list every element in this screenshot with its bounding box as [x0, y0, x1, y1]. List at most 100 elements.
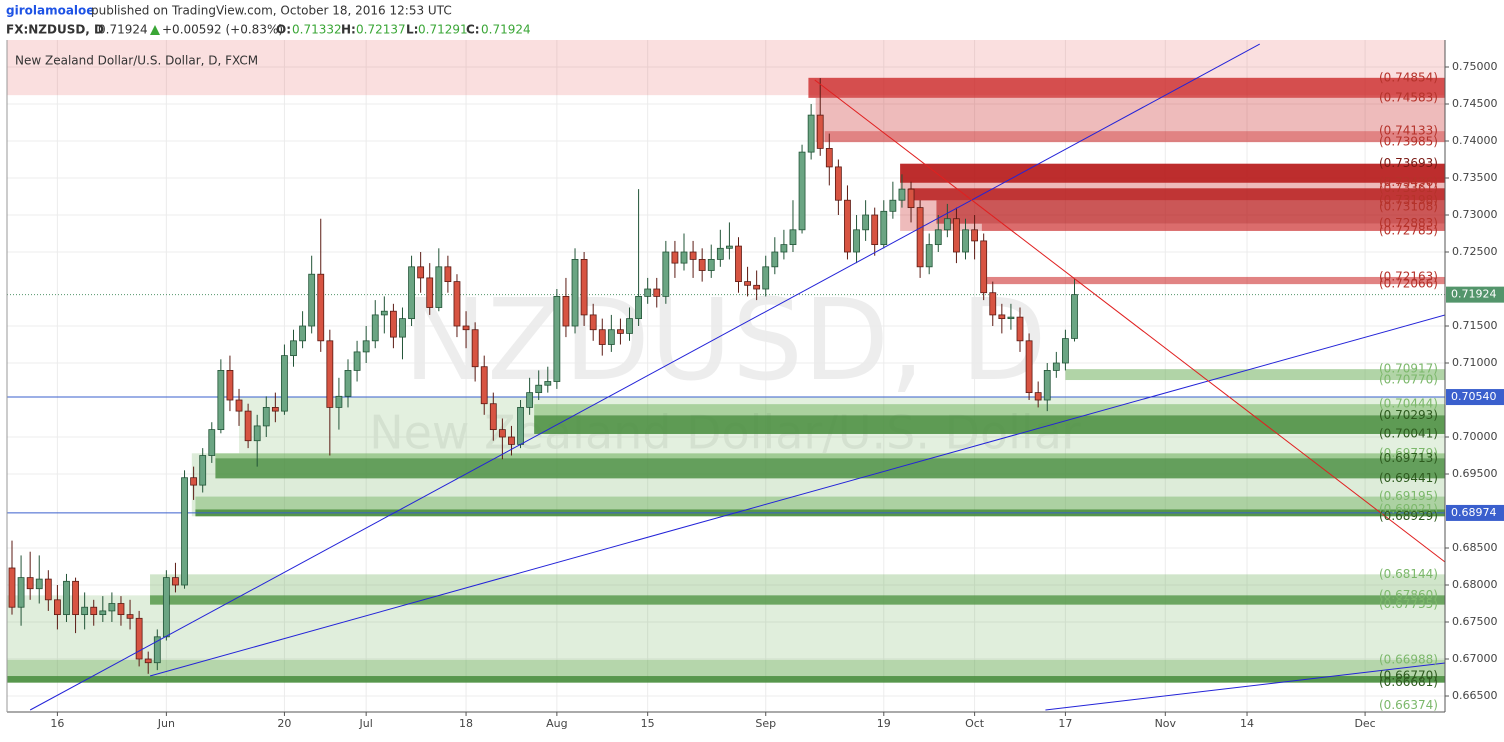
candle-body — [517, 407, 524, 445]
x-tick-label: Jun — [157, 717, 175, 730]
candle-body — [607, 329, 615, 345]
candle-body — [644, 288, 652, 297]
zone — [981, 223, 1445, 231]
candle-body — [244, 410, 252, 442]
candle-body — [390, 310, 397, 338]
candle-body — [916, 207, 924, 268]
candle-body — [825, 148, 833, 168]
candle-body — [199, 455, 207, 486]
zone — [150, 595, 1445, 605]
candle-body — [153, 636, 161, 664]
level-label: (0.66988) — [1379, 652, 1438, 666]
candle-body — [408, 266, 415, 320]
candle-body — [580, 259, 588, 316]
candle-body — [726, 245, 733, 249]
high-value: 0.72137 — [356, 23, 406, 37]
author[interactable]: girolamoaloe — [6, 4, 94, 18]
level-label: (0.69195) — [1379, 489, 1438, 503]
candle-body — [626, 318, 633, 334]
candle-body — [789, 229, 797, 246]
candle-body — [17, 577, 25, 608]
open-value: 0.71332 — [292, 23, 342, 37]
candle-body — [735, 245, 742, 283]
candle-body — [462, 325, 470, 331]
candle-body — [1016, 316, 1024, 342]
price-box — [1446, 504, 1504, 521]
candle-body — [834, 166, 842, 201]
zone — [7, 595, 1445, 683]
candle-body — [771, 251, 779, 268]
candle-body — [63, 580, 70, 616]
level-label: (0.72163) — [1379, 269, 1438, 283]
candle-body — [807, 114, 815, 153]
candle-body — [1034, 392, 1042, 401]
y-tick-label: 0.67500 — [1452, 615, 1498, 628]
candle-body — [1043, 370, 1051, 401]
y-tick-label: 0.75000 — [1452, 60, 1498, 73]
x-tick-label: 18 — [459, 717, 473, 730]
level-label: (0.69779) — [1379, 446, 1438, 460]
change: +0.00592 (+0.83%) — [162, 23, 283, 37]
candle-body — [989, 292, 997, 316]
level-label: (0.73693) — [1379, 156, 1438, 170]
candle-body — [780, 244, 788, 253]
candle-body — [54, 599, 61, 616]
candle-body — [435, 266, 443, 308]
x-tick-label: 14 — [1240, 717, 1254, 730]
trend-line — [814, 79, 1445, 563]
candle-body — [653, 288, 661, 297]
zone — [7, 676, 1445, 683]
x-tick-label: 20 — [277, 717, 291, 730]
chart-title: New Zealand Dollar/U.S. Dollar, D, FXCM — [15, 54, 258, 68]
candle-body — [962, 229, 969, 253]
candle-body — [744, 281, 751, 286]
candle-body — [317, 273, 325, 342]
candle-body — [553, 296, 561, 382]
price-box — [1446, 389, 1504, 406]
candle-body — [444, 266, 452, 283]
candle-body — [208, 429, 216, 456]
x-tick-label: 16 — [50, 717, 64, 730]
level-label: (0.74583) — [1379, 90, 1438, 104]
candle-body — [508, 436, 515, 445]
candle-body — [217, 370, 225, 431]
level-label: (0.68929) — [1379, 509, 1438, 523]
candle-body — [871, 214, 879, 246]
candle-body — [353, 351, 361, 371]
candle-body — [498, 429, 506, 438]
candle-body — [426, 277, 434, 308]
candle-body — [953, 218, 960, 253]
candle-body — [471, 329, 479, 368]
level-label: (0.69713) — [1379, 451, 1438, 465]
candle-body — [480, 366, 488, 405]
candle-body — [262, 407, 270, 427]
level-label: (0.73436) — [1379, 175, 1438, 189]
candle-body — [1071, 294, 1078, 339]
candle-body — [589, 314, 597, 331]
close-value: 0.71924 — [481, 23, 531, 37]
candle-body — [144, 658, 152, 664]
x-tick-label: Sep — [755, 717, 776, 730]
candle-body — [844, 199, 851, 253]
candle-body — [998, 314, 1006, 320]
candle-body — [417, 266, 425, 279]
candle-body — [853, 229, 860, 253]
level-label: (0.69441) — [1379, 471, 1438, 485]
y-tick-label: 0.71500 — [1452, 319, 1498, 332]
candle-body — [934, 229, 942, 246]
candle-body — [1062, 338, 1069, 364]
candle-body — [371, 314, 379, 342]
candle-body — [635, 296, 642, 320]
candle-body — [535, 384, 543, 394]
y-tick-label: 0.67000 — [1452, 652, 1498, 665]
axes: 0.66500 0.67000 0.67500 0.68000 0.68500 0.695… — [50, 60, 1504, 730]
candle-body — [326, 340, 334, 408]
zone — [900, 163, 1445, 183]
trend-line — [1045, 662, 1445, 711]
level-label: (0.74854) — [1379, 70, 1438, 84]
candle-body — [172, 577, 179, 586]
level-label: (0.66374) — [1379, 698, 1438, 712]
candle-body — [816, 114, 824, 149]
level-label: (0.74133) — [1379, 124, 1438, 138]
